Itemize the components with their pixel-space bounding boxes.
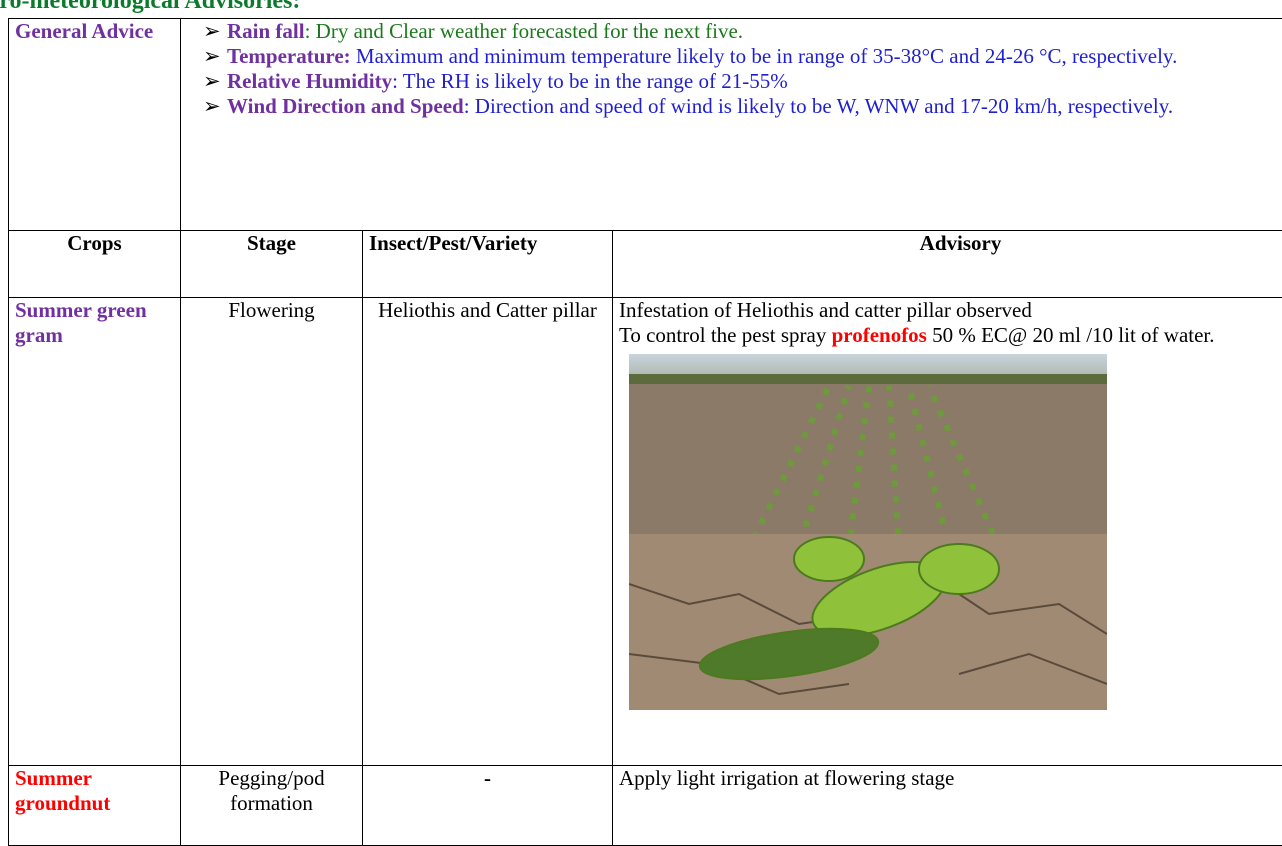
pest: Heliothis and Catter pillar xyxy=(363,298,613,766)
advice-text: : The RH is likely to be in the range of… xyxy=(392,69,788,93)
advice-item: Wind Direction and Speed: Direction and … xyxy=(187,94,1282,119)
advisory-line: To control the pest spray profenofos 50 … xyxy=(619,323,1282,348)
page: {"header":{"title":"Agro-meteorological … xyxy=(0,0,1282,833)
advice-item: Relative Humidity: The RH is likely to b… xyxy=(187,69,1282,94)
column-header: Advisory xyxy=(613,231,1282,298)
general-advice-label: General Advice xyxy=(9,19,181,231)
advice-label: Rain fall xyxy=(227,19,305,43)
crop: Summer green gram xyxy=(9,298,181,766)
advisory-line: Infestation of Heliothis and catter pill… xyxy=(619,298,1282,323)
advisory-table: General Advice Rain fall: Dry and Clear … xyxy=(8,18,1282,846)
advisory: Infestation of Heliothis and catter pill… xyxy=(613,298,1282,766)
stage: Pegging/pod formation xyxy=(181,766,363,846)
advisory-text: 50 % EC@ 20 ml /10 lit of water. xyxy=(927,323,1215,347)
title: Agro-meteorological Advisories: xyxy=(0,0,300,15)
advice-label: Temperature: xyxy=(227,44,351,68)
column-header: Stage xyxy=(181,231,363,298)
advisory: Apply light irrigation at flowering stag… xyxy=(613,766,1282,846)
general-advice: Rain fall: Dry and Clear weather forecas… xyxy=(181,19,1282,231)
column-header: Crops xyxy=(9,231,181,298)
stage: Flowering xyxy=(181,298,363,766)
advice-text: : Direction and speed of wind is likely … xyxy=(464,94,1173,118)
crop-photo xyxy=(629,354,1107,710)
chemical: profenofos xyxy=(832,323,927,347)
advice-label: Wind Direction and Speed xyxy=(227,94,464,118)
advice-item: Rain fall: Dry and Clear weather forecas… xyxy=(187,19,1282,44)
advice-text: : Dry and Clear weather forecasted for t… xyxy=(305,19,743,43)
advice-item: Temperature: Maximum and minimum tempera… xyxy=(187,44,1282,69)
advisory-text: To control the pest spray xyxy=(619,323,832,347)
advice-text: Maximum and minimum temperature likely t… xyxy=(351,44,1178,68)
column-header: Insect/Pest/Variety xyxy=(363,231,613,298)
advice-label: Relative Humidity xyxy=(227,69,392,93)
crop: Summer groundnut xyxy=(9,766,181,846)
pest: - xyxy=(363,766,613,846)
